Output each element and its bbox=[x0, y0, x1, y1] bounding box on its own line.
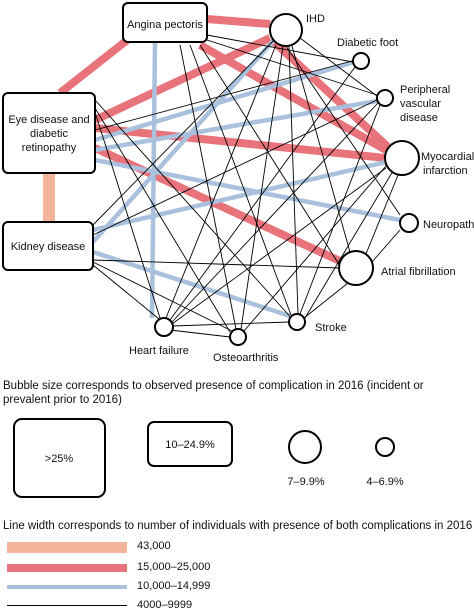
edge-thin-22 bbox=[92, 264, 160, 320]
edge-thin-39 bbox=[171, 167, 387, 325]
node-atrial-fibrillation: Atrial fibrillation bbox=[338, 250, 456, 286]
edge-thin-32 bbox=[291, 45, 351, 253]
edge-thin-41 bbox=[365, 174, 399, 255]
node-label-kidney: Kidney disease bbox=[11, 241, 86, 253]
edge-thin-16 bbox=[94, 107, 231, 333]
edge-thin-37 bbox=[299, 104, 381, 315]
comorbidity-network: Angina pectoris Eye disease and diabetic… bbox=[2, 2, 474, 364]
node-label-osteoarthritis: Osteoarthritis bbox=[213, 352, 279, 364]
node-label-mi-2: infarction bbox=[423, 165, 468, 177]
legend-line-15000-25000-label: 15,000–25,000 bbox=[137, 561, 211, 573]
node-label-af: Atrial fibrillation bbox=[381, 266, 456, 278]
node-label-mi-1: Myocardial bbox=[421, 151, 474, 163]
edge-thin-28 bbox=[179, 44, 237, 330]
legend-size-7-10-label: 7–9.9% bbox=[287, 476, 325, 488]
node-label-eye-3: retinopathy bbox=[22, 142, 77, 154]
edge-blue-9 bbox=[94, 98, 378, 153]
node-label-pvd-3: disease bbox=[400, 112, 438, 124]
node-label-neuropathy: Neuropathy bbox=[423, 219, 474, 231]
edge-blue-8 bbox=[94, 59, 355, 143]
node-heart-failure: Heart failure bbox=[129, 317, 189, 357]
edge-thin-26 bbox=[199, 44, 341, 267]
node-label-stroke: Stroke bbox=[315, 322, 347, 334]
legend-size-7-10: 7–9.9% bbox=[287, 430, 325, 488]
edge-red-4 bbox=[93, 34, 272, 124]
node-label-heart-failure: Heart failure bbox=[129, 345, 189, 357]
node-label-ihd: IHD bbox=[306, 13, 325, 25]
edge-thin-15 bbox=[94, 99, 296, 323]
legend-line-43000 bbox=[7, 542, 127, 553]
edge-thin-33 bbox=[299, 37, 378, 97]
edge-blue-12 bbox=[149, 41, 158, 319]
edge-thin-23 bbox=[92, 261, 233, 332]
node-peripheral-vascular: Peripheral vascular disease bbox=[376, 84, 450, 124]
edge-thin-43 bbox=[171, 321, 290, 327]
edge-thin-27 bbox=[189, 44, 292, 316]
node-osteoarthritis: Osteoarthritis bbox=[213, 328, 279, 364]
legend-size-over-25-label: >25% bbox=[45, 453, 74, 465]
edge-blue-14 bbox=[92, 159, 387, 233]
legend-line-4000-9999 bbox=[7, 605, 127, 606]
edge-thin-44 bbox=[169, 329, 231, 338]
edge-blue-10 bbox=[94, 157, 401, 223]
node-angina-pectoris: Angina pectoris bbox=[122, 2, 208, 43]
legend-line-4000-9999-label: 4000–9999 bbox=[137, 599, 193, 611]
node-label-eye-2: diabetic bbox=[30, 128, 68, 140]
edge-thin-24 bbox=[206, 39, 378, 96]
node-diabetic-foot: Diabetic foot bbox=[337, 37, 398, 70]
legend-size-over-25: >25% bbox=[13, 418, 106, 498]
edge-red-2 bbox=[206, 15, 271, 28]
edge-thin-20 bbox=[92, 99, 378, 236]
node-label-angina: Angina pectoris bbox=[127, 19, 203, 31]
legend-line-43000-label: 43,000 bbox=[137, 540, 171, 552]
legend-size-10-25-label: 10–24.9% bbox=[165, 439, 215, 451]
node-eye-disease: Eye disease and diabetic retinopathy bbox=[2, 92, 96, 174]
edge-thin-25 bbox=[206, 34, 354, 63]
edge-thin-36 bbox=[171, 102, 379, 323]
edge-thin-34 bbox=[285, 45, 401, 216]
edge-red-3 bbox=[198, 41, 388, 154]
legend-size-4-7-label: 4–6.9% bbox=[366, 476, 404, 488]
bubble-size-legend: >25% 10–24.9% 7–9.9% 4–6.9% bbox=[13, 418, 404, 498]
node-stroke: Stroke bbox=[288, 313, 347, 334]
edge-thin-30 bbox=[240, 45, 284, 330]
edge-thin-18 bbox=[94, 60, 353, 131]
node-label-diabetic-foot: Diabetic foot bbox=[337, 37, 398, 49]
legend-line-10000-15000-label: 10,000–14,999 bbox=[137, 580, 211, 592]
legend-size-10-25: 10–24.9% bbox=[147, 421, 233, 467]
node-label-eye-1: Eye disease and bbox=[8, 114, 89, 126]
edge-thin-19 bbox=[92, 35, 279, 226]
node-label-pvd-1: Peripheral bbox=[400, 84, 450, 96]
node-kidney-disease: Kidney disease bbox=[2, 221, 94, 271]
node-neuropathy: Neuropathy bbox=[399, 213, 474, 233]
node-ihd: IHD bbox=[269, 13, 325, 47]
legend-size-4-7: 4–6.9% bbox=[366, 437, 404, 488]
line-width-legend-title: Line width corresponds to number of indi… bbox=[3, 520, 473, 532]
node-label-pvd-2: vascular bbox=[400, 98, 441, 110]
edge-red-5 bbox=[94, 124, 387, 162]
edge-red-7 bbox=[270, 38, 391, 150]
bubble-size-legend-title: Bubble size corresponds to observed pres… bbox=[3, 380, 424, 406]
legend-line-15000-25000 bbox=[7, 564, 127, 572]
edge-thin-17 bbox=[94, 111, 161, 319]
edge-thin-40 bbox=[304, 170, 394, 319]
edge-blue-13 bbox=[92, 249, 291, 319]
edge-thin-29 bbox=[165, 44, 277, 319]
node-myocardial-infarction: Myocardial infarction bbox=[384, 140, 474, 177]
legend-line-10000-15000 bbox=[7, 585, 127, 589]
edge-thin-38 bbox=[243, 165, 387, 332]
network-edges bbox=[43, 15, 401, 338]
edge-thin-35 bbox=[169, 66, 356, 321]
edge-blue-11 bbox=[91, 38, 276, 244]
edge-thin-42 bbox=[371, 229, 401, 263]
edge-thin-45 bbox=[303, 282, 349, 319]
